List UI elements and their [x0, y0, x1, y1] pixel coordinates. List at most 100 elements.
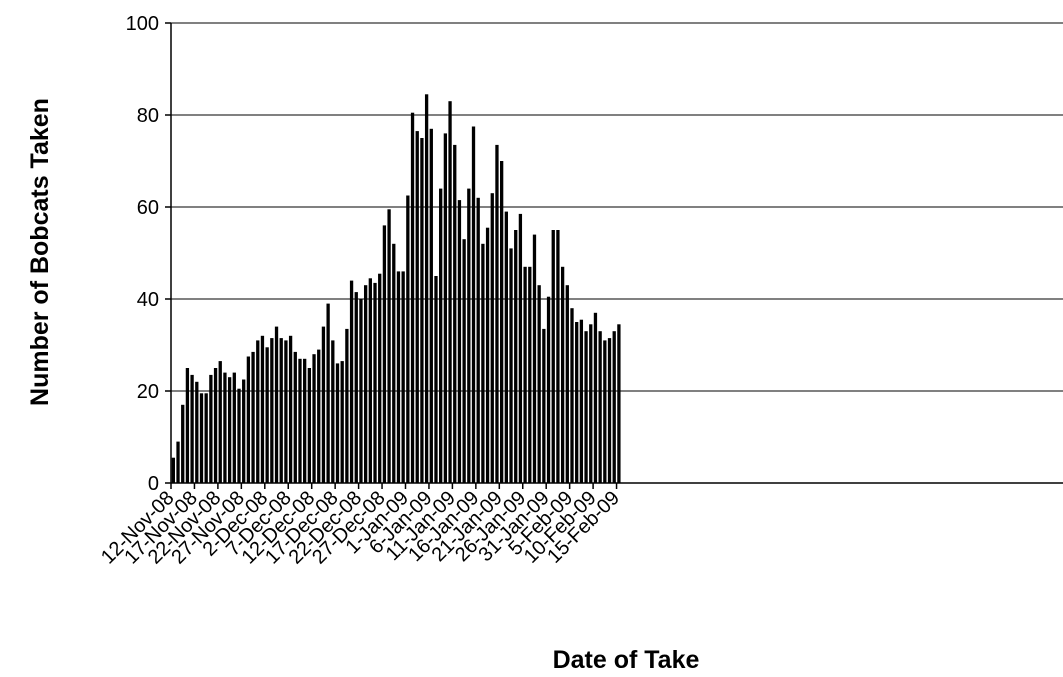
bar	[518, 213, 523, 483]
bar	[321, 326, 326, 483]
bar	[448, 101, 452, 483]
bar	[359, 299, 363, 483]
bar	[471, 126, 476, 483]
bar	[462, 239, 466, 483]
bar	[213, 368, 218, 483]
bar	[603, 340, 607, 483]
bar	[265, 347, 269, 483]
bar	[373, 282, 377, 483]
bar	[410, 112, 415, 483]
y-tick-label: 60	[137, 197, 159, 219]
bar	[415, 131, 419, 483]
bar	[495, 144, 499, 483]
bar	[453, 144, 457, 483]
bar	[514, 230, 518, 483]
bar	[528, 266, 532, 483]
bar	[593, 312, 598, 483]
x-axis-title: Date of Take	[553, 646, 700, 674]
bar	[303, 358, 307, 483]
bar	[251, 351, 255, 483]
bar	[565, 285, 569, 483]
bar	[560, 266, 565, 483]
bar	[617, 324, 621, 483]
bar	[274, 326, 279, 483]
bar	[288, 335, 293, 483]
bars	[171, 94, 621, 484]
bar	[293, 351, 297, 483]
bar	[237, 388, 241, 483]
bar	[401, 271, 405, 483]
bar	[598, 331, 602, 483]
bar	[589, 324, 593, 483]
bar	[476, 197, 480, 484]
bar	[335, 363, 340, 483]
bar	[579, 319, 584, 483]
bar	[368, 278, 372, 483]
bar	[340, 361, 344, 483]
y-ticks: 0 20 40 60 80 100	[126, 13, 171, 495]
bar	[176, 441, 180, 483]
bar	[546, 296, 551, 483]
bar	[326, 303, 330, 483]
bar	[260, 335, 265, 483]
bar	[298, 358, 302, 483]
bar	[439, 188, 443, 483]
bar	[523, 266, 527, 483]
bar	[485, 227, 490, 483]
y-tick-label: 100	[126, 13, 159, 35]
bar	[500, 161, 504, 483]
bar	[345, 328, 349, 483]
bar	[317, 349, 321, 483]
bar	[181, 404, 185, 483]
bar	[509, 248, 513, 483]
bar	[396, 271, 401, 483]
bar	[542, 328, 546, 483]
bar	[392, 243, 396, 483]
bar	[246, 356, 251, 483]
bar	[457, 200, 462, 483]
bar	[556, 230, 560, 483]
bar	[227, 377, 232, 483]
bar	[607, 338, 612, 483]
bar	[406, 195, 410, 483]
bar	[331, 340, 335, 483]
y-tick-label: 40	[137, 289, 159, 311]
bar	[612, 331, 616, 483]
bar	[490, 193, 494, 483]
bar	[223, 372, 227, 483]
bar	[256, 340, 260, 483]
bar	[199, 393, 204, 483]
gridlines	[171, 22, 1063, 392]
y-tick-label: 20	[137, 381, 159, 403]
bar	[420, 138, 424, 483]
bar	[443, 133, 448, 483]
x-ticks: 12-Nov-0817-Nov-0822-Nov-0827-Nov-082-De…	[97, 483, 624, 569]
bar	[532, 234, 537, 483]
bar	[378, 273, 382, 483]
bar	[584, 331, 588, 483]
y-tick-label: 0	[148, 473, 159, 495]
bar	[204, 393, 208, 483]
bar	[424, 94, 429, 484]
bar	[312, 354, 316, 483]
bar	[218, 361, 222, 483]
bar	[209, 374, 213, 483]
bar	[434, 276, 438, 483]
y-tick-label: 80	[137, 105, 159, 127]
bar	[429, 128, 433, 484]
bar	[232, 372, 236, 483]
bar	[382, 225, 387, 483]
bar	[349, 280, 354, 483]
bar	[551, 230, 555, 483]
bar	[270, 338, 274, 483]
bar	[195, 381, 199, 483]
bar	[387, 209, 391, 484]
bar	[354, 292, 358, 483]
bar	[363, 285, 368, 483]
bar	[575, 322, 579, 483]
bar	[537, 285, 541, 483]
bar	[467, 188, 471, 483]
bar	[481, 243, 485, 483]
bar	[307, 368, 312, 483]
